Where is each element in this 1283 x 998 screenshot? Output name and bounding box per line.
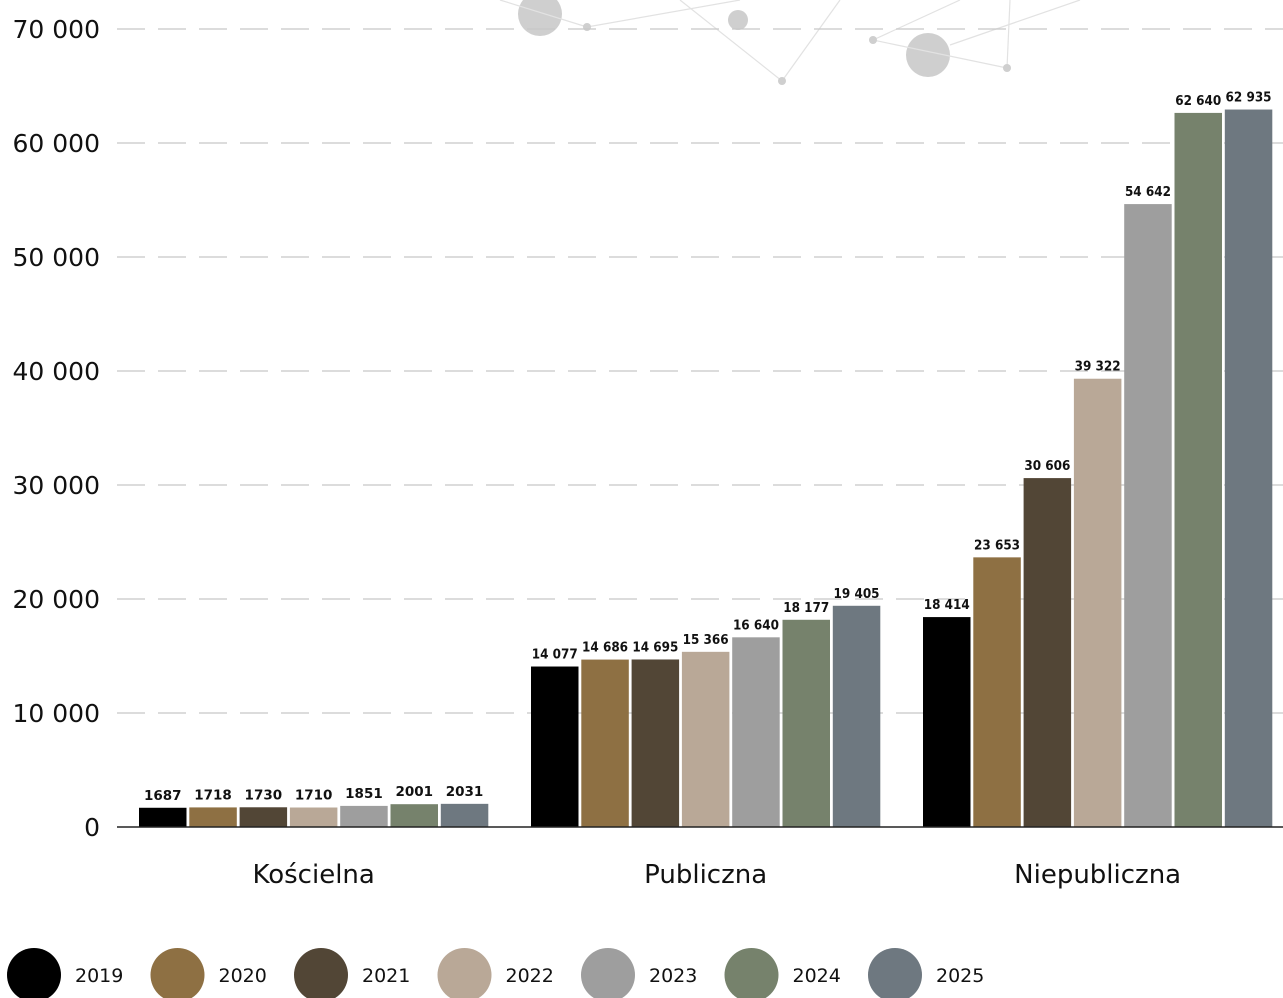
data-label: 1710 <box>295 788 333 804</box>
legend-label: 2022 <box>506 965 554 987</box>
bar-2025-0 <box>440 803 489 827</box>
data-label: 39 322 <box>1075 359 1121 375</box>
data-label: 18 414 <box>924 597 970 613</box>
legend-label: 2023 <box>649 965 697 987</box>
data-label: 2031 <box>446 784 484 800</box>
bar-2020-1 <box>581 659 629 827</box>
legend-label: 2020 <box>219 965 267 987</box>
data-label: 1687 <box>144 788 182 804</box>
y-tick-label: 10 000 <box>13 699 100 728</box>
legend-swatch-2021 <box>294 948 348 998</box>
bar-2021-2 <box>1023 478 1072 827</box>
legend-swatch-2022 <box>437 948 492 998</box>
data-label: 19 405 <box>834 586 880 602</box>
bars <box>139 109 1273 828</box>
data-label: 15 366 <box>683 632 729 648</box>
legend-label: 2024 <box>793 965 841 987</box>
y-tick-label: 50 000 <box>13 243 100 272</box>
bar-2024-2 <box>1174 112 1222 828</box>
y-tick-label: 60 000 <box>13 129 100 158</box>
legend-label: 2019 <box>75 965 123 987</box>
data-label: 18 177 <box>783 600 829 616</box>
y-tick-label: 0 <box>84 813 100 842</box>
bar-2023-2 <box>1124 204 1172 828</box>
data-label: 23 653 <box>974 537 1020 553</box>
legend-swatch-2019 <box>7 948 61 998</box>
data-labels: 1687 1718 1730 1710 1851 2001 2031 14 077 14 686… <box>144 90 1272 804</box>
bar-2021-0 <box>239 807 288 827</box>
data-label: 30 606 <box>1024 458 1070 474</box>
legend-swatch-2020 <box>150 948 205 998</box>
category-label: Publiczna <box>644 860 767 890</box>
legend-label: 2021 <box>362 965 410 987</box>
bar-2022-0 <box>289 807 338 827</box>
legend: 2019 2020 2021 2022 2023 2024 2025 <box>7 948 984 998</box>
bar-2021-1 <box>631 659 680 827</box>
bar-2025-2 <box>1224 109 1273 827</box>
x-axis: Kościelna Publiczna Niepubliczna <box>252 860 1181 890</box>
bar-2025-1 <box>832 605 881 827</box>
data-label: 1730 <box>245 787 283 803</box>
data-label: 14 686 <box>582 640 628 656</box>
bar-2024-0 <box>390 804 438 827</box>
category-label: Kościelna <box>252 860 374 890</box>
data-label: 2001 <box>395 784 433 800</box>
bar-2019-0 <box>139 807 187 827</box>
bar-2022-1 <box>681 651 730 827</box>
y-tick-label: 40 000 <box>13 357 100 386</box>
category-label: Niepubliczna <box>1014 860 1181 890</box>
data-label: 14 077 <box>532 647 578 663</box>
data-label: 54 642 <box>1125 184 1171 200</box>
y-tick-label: 30 000 <box>13 471 100 500</box>
data-label: 1851 <box>345 786 383 802</box>
bar-2023-0 <box>340 805 388 827</box>
decorative-network-graphic <box>499 0 1081 85</box>
data-label: 16 640 <box>733 617 779 633</box>
y-tick-label: 20 000 <box>13 585 100 614</box>
bar-2020-2 <box>973 557 1021 827</box>
bar-2022-2 <box>1073 378 1122 827</box>
legend-label: 2025 <box>936 965 984 987</box>
data-label: 14 695 <box>632 639 678 655</box>
bar-2020-0 <box>189 807 237 827</box>
legend-swatch-2025 <box>868 948 922 998</box>
bar-2024-1 <box>782 619 830 827</box>
data-label: 1718 <box>194 787 232 803</box>
data-label: 62 640 <box>1175 93 1221 109</box>
legend-swatch-2023 <box>581 948 635 998</box>
data-label: 62 935 <box>1226 90 1272 106</box>
bar-2023-1 <box>732 637 780 827</box>
legend-swatch-2024 <box>724 948 779 998</box>
y-tick-label: 70 000 <box>13 15 100 44</box>
bar-2019-2 <box>923 617 971 827</box>
y-axis: 0 10 000 20 000 30 000 40 000 50 000 60 000 70 … <box>13 15 100 842</box>
bar-2019-1 <box>531 666 579 827</box>
